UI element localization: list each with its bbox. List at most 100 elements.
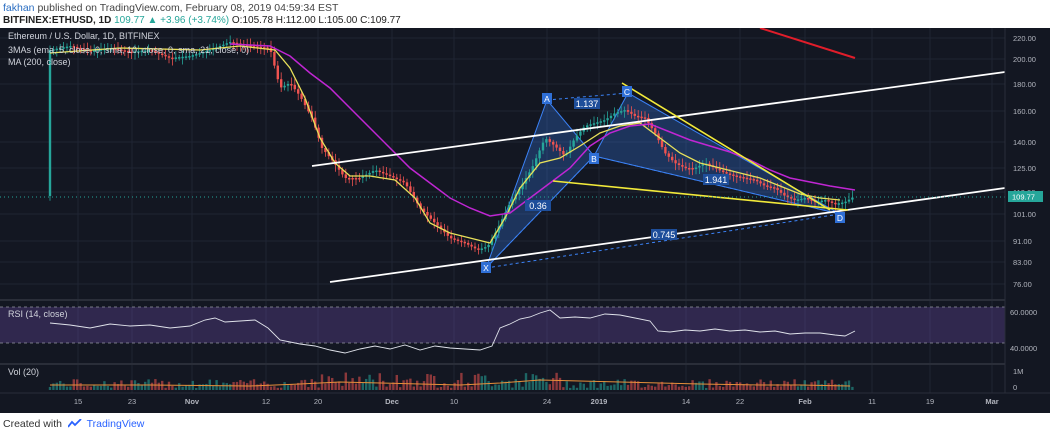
candle-body bbox=[698, 165, 701, 168]
candlestick-series bbox=[48, 35, 854, 255]
time-tick: 19 bbox=[926, 397, 934, 406]
candle-body bbox=[626, 110, 630, 112]
candle-body bbox=[229, 42, 232, 44]
author-link[interactable]: fakhan bbox=[3, 2, 35, 14]
candle-body bbox=[283, 85, 286, 88]
chart-canvas[interactable]: X A B C D 1.137 0.36 1.941 0.745 220.00 200.00 18… bbox=[0, 27, 1050, 413]
candle-body bbox=[555, 144, 558, 148]
pattern-point-badge bbox=[589, 153, 599, 164]
volume-bar bbox=[382, 380, 385, 390]
volume-bar bbox=[82, 386, 86, 390]
candle-body bbox=[174, 57, 177, 59]
volume-bar bbox=[691, 380, 694, 390]
volume-bar bbox=[157, 382, 160, 390]
volume-bar bbox=[681, 385, 684, 390]
volume-bar bbox=[229, 384, 232, 390]
volume-bar bbox=[599, 383, 602, 390]
candle-body bbox=[405, 182, 409, 187]
candle-body bbox=[286, 84, 290, 86]
candle-body bbox=[280, 79, 283, 88]
price-tick: 83.00 bbox=[1013, 258, 1032, 267]
candle-body bbox=[851, 197, 854, 200]
candle-body bbox=[130, 51, 133, 54]
candle-body bbox=[558, 147, 562, 151]
price-tick: 220.00 bbox=[1013, 34, 1036, 43]
volume-bar bbox=[531, 374, 534, 390]
volume-bar bbox=[654, 386, 657, 390]
volume-bar bbox=[660, 381, 664, 390]
candle-body bbox=[439, 225, 443, 229]
candle-body bbox=[195, 54, 198, 56]
volume-bar bbox=[93, 384, 96, 390]
time-tick: 14 bbox=[682, 397, 690, 406]
ratio-label: 0.36 bbox=[529, 201, 547, 211]
candle-body bbox=[164, 54, 167, 57]
candle-body bbox=[48, 50, 52, 196]
volume-bar bbox=[847, 380, 851, 390]
candle-body bbox=[382, 171, 385, 174]
candle-body bbox=[844, 201, 847, 204]
volume-bar bbox=[317, 387, 320, 390]
volume-bar bbox=[851, 386, 854, 390]
candle-body bbox=[161, 53, 164, 56]
volume-bar bbox=[212, 385, 215, 390]
candle-body bbox=[127, 50, 130, 53]
candle-body bbox=[388, 174, 392, 177]
candle-body bbox=[320, 137, 324, 148]
ema-legend[interactable]: 3MAs (ema, 5, close, 0, sma, 10, close, … bbox=[8, 45, 250, 55]
candle-body bbox=[222, 44, 225, 47]
candle-body bbox=[259, 46, 262, 49]
ratio-label: 1.137 bbox=[576, 99, 599, 109]
candle-body bbox=[742, 177, 745, 179]
candle-body bbox=[402, 180, 405, 183]
footer: Created with TradingView bbox=[0, 413, 1050, 435]
volume-bar bbox=[246, 383, 249, 390]
ma-legend[interactable]: MA (200, close) bbox=[8, 57, 71, 67]
candle-body bbox=[89, 50, 92, 52]
brand-link[interactable]: TradingView bbox=[86, 418, 145, 430]
ticker-line: BITFINEX:ETHUSD, 1D 109.77 ▲ +3.96 (+3.7… bbox=[3, 15, 401, 26]
candle-body bbox=[341, 169, 344, 175]
volume-bar bbox=[756, 382, 759, 390]
volume-bar bbox=[443, 383, 446, 390]
volume-bar bbox=[399, 387, 402, 390]
volume-bar bbox=[722, 386, 725, 390]
candle-body bbox=[521, 183, 524, 190]
volume-bar bbox=[688, 386, 691, 390]
volume-bar bbox=[388, 384, 392, 390]
volume-bar bbox=[548, 384, 551, 390]
candle-body bbox=[575, 135, 579, 141]
candle-body bbox=[535, 158, 538, 167]
candle-body bbox=[671, 156, 674, 161]
candle-body bbox=[820, 200, 823, 203]
volume-bar bbox=[473, 374, 477, 390]
publish-header: fakhan published on TradingView.com, Feb… bbox=[0, 0, 1050, 28]
chart-area[interactable]: X A B C D 1.137 0.36 1.941 0.745 220.00 200.00 18… bbox=[0, 27, 1050, 413]
volume-bar bbox=[477, 373, 480, 390]
volume-bar bbox=[470, 386, 473, 390]
last-price-badge bbox=[1008, 191, 1043, 202]
volume-bar bbox=[511, 387, 514, 390]
candle-body bbox=[378, 170, 381, 173]
ratio-label: 1.941 bbox=[705, 175, 728, 185]
volume-bar bbox=[344, 372, 347, 390]
candle-body bbox=[99, 49, 103, 51]
pattern-point-badge bbox=[835, 212, 845, 223]
volume-bar bbox=[358, 376, 361, 390]
candle-body bbox=[528, 172, 531, 178]
candle-body bbox=[290, 84, 293, 86]
candle-body bbox=[752, 179, 755, 181]
volume-bar bbox=[463, 386, 466, 390]
volume-legend[interactable]: Vol (20) bbox=[8, 367, 40, 377]
volume-bar bbox=[718, 386, 721, 390]
volume-bar bbox=[307, 387, 310, 390]
time-tick: 2019 bbox=[591, 397, 608, 406]
volume-bar bbox=[558, 377, 562, 390]
volume-bar bbox=[586, 387, 589, 390]
candle-body bbox=[225, 43, 228, 45]
rsi-legend[interactable]: RSI (14, close) bbox=[8, 309, 68, 319]
volume-bar bbox=[310, 379, 313, 390]
volume-bar bbox=[252, 379, 256, 390]
wedge-lower-line bbox=[552, 180, 849, 211]
volume-bar bbox=[103, 381, 106, 390]
